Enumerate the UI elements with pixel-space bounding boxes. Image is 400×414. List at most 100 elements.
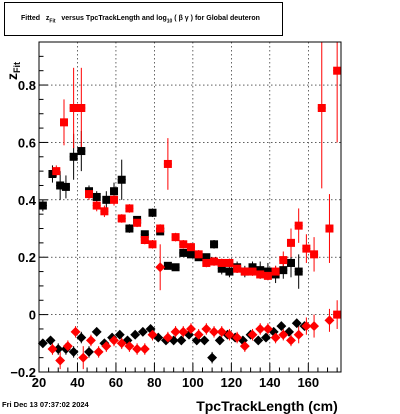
data-point-square [225,258,234,267]
data-point-square [60,118,69,127]
data-point-square [210,240,219,249]
data-point-square [202,253,211,262]
data-point-square [263,267,272,276]
data-point-square [248,263,257,272]
data-point-square [125,204,134,213]
title-paren-close: ) [190,15,194,22]
data-point-diamond [247,329,258,340]
data-point-square [77,104,86,112]
data-point-square [171,263,180,272]
data-point-square [56,181,65,190]
data-point-diamond [186,324,196,334]
data-point-square [61,182,70,191]
data-point-square [317,104,326,112]
data-point-diamond [232,332,243,343]
title-log-sub: 10 [166,18,173,25]
x-tick-label: 120 [221,375,243,390]
data-point-square [286,258,295,267]
data-point-square [279,256,288,265]
data-point-diamond [176,335,187,346]
data-point-diamond [224,329,235,340]
data-point-square [333,310,342,319]
y-axis-title-sub: Fit [12,62,22,73]
title-prefix: Fitted [21,15,41,22]
data-point-square [171,233,180,242]
tick-labels: 20 40 60 80 100 120 140 160 −0.2 0 0.2 0.4 0.6 0.8 [10,78,319,390]
data-point-square [333,66,342,75]
data-point-square [38,201,47,210]
data-point-square [186,250,195,259]
data-point-diamond [201,324,212,334]
data-point-square [194,250,203,259]
data-point-square [271,267,280,276]
y-tick-label: 0.8 [18,78,36,93]
data-point-diamond [155,262,166,273]
x-tick-label: 140 [259,375,281,390]
data-point-square [117,214,126,223]
plot-frame [38,41,342,373]
data-point-square [294,267,303,276]
data-point-diamond [199,335,210,346]
data-point-diamond [286,335,296,346]
y-tick-label: 0.6 [18,135,36,150]
data-point-square [92,192,101,201]
data-point-diamond [324,315,335,326]
data-point-square [302,244,311,253]
data-point-square [310,250,319,259]
data-point-diamond [216,326,227,337]
data-point-square [225,267,234,276]
data-point-diamond [262,324,273,334]
x-tick-label: 160 [297,375,319,390]
data-point-square [256,266,265,275]
data-point-square [92,201,101,210]
title-suffix: for Global deuteron [194,15,260,22]
data-point-diamond [255,324,266,334]
title-z-sub: Fit [49,18,56,25]
x-tick-label: 40 [70,375,84,390]
y-axis-title-main: z [4,73,20,80]
data-point-square [102,195,111,204]
data-markers [37,66,342,366]
data-point-square [148,240,157,249]
data-point-square [125,224,134,233]
title-beta-gamma: β γ [178,15,189,22]
data-point-diamond [178,326,189,337]
data-point-square [69,104,78,112]
data-point-square [148,208,157,217]
data-point-square [286,238,295,247]
y-axis-title: zFit [4,62,22,80]
data-point-square [263,271,272,280]
data-point-diamond [214,335,225,346]
data-point-square [77,147,86,156]
data-point-square [85,190,94,199]
title-middle: versus TpcTrackLength and log [61,15,167,22]
data-point-diamond [309,321,320,332]
data-point-square [202,258,211,267]
y-tick-label: 0 [29,308,36,323]
data-point-diamond [85,335,96,346]
data-point-diamond [124,341,135,352]
data-point-square [133,218,142,227]
data-point-square [163,159,172,168]
data-point-square [186,243,195,252]
data-point-square [325,224,334,233]
data-point-diamond [209,326,219,337]
data-point-diamond [132,344,143,354]
data-point-square [233,264,242,273]
y-tick-label: 0.4 [18,193,37,208]
data-point-square [217,264,226,273]
timestamp: Fri Dec 13 07:37:02 2024 [2,400,89,409]
data-point-square [140,230,149,239]
data-point-diamond [239,341,250,352]
data-point-diamond [293,329,304,340]
data-point-square [179,248,188,257]
data-point-diamond [253,335,264,346]
grid-lines [39,42,341,372]
data-point-diamond [137,326,148,337]
data-point-square [69,152,78,161]
plot-title-box: Fitted zFit versus TpcTrackLength and lo… [4,2,283,36]
data-point-square [256,270,265,279]
data-point-diamond [170,326,181,337]
x-tick-label: 60 [109,375,123,390]
